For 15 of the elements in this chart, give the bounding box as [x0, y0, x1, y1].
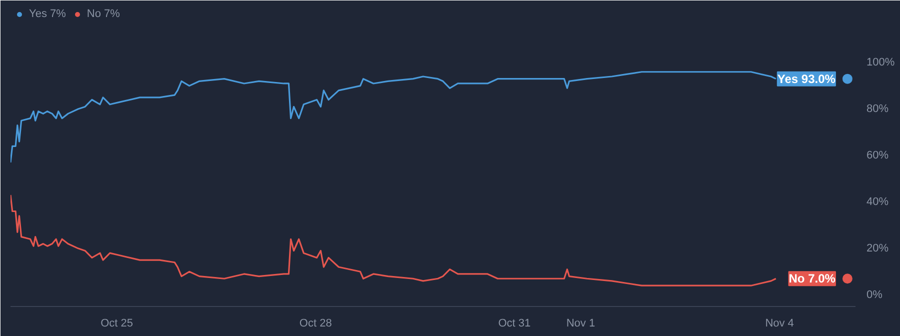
y-tick-label: 0%	[866, 288, 883, 301]
y-tick-label: 40%	[866, 196, 889, 208]
x-tick-label: Nov 1	[566, 318, 596, 330]
legend-label: No 7%	[86, 8, 120, 20]
y-tick-label: 60%	[866, 150, 889, 162]
legend-label: Yes 7%	[29, 8, 66, 20]
annotation: Yes 93.0%	[777, 72, 836, 86]
x-tick-label: Oct 31	[498, 318, 531, 330]
x-tick-label: Nov 4	[765, 318, 794, 330]
annotation: No 7.0%	[788, 272, 836, 286]
x-tick-label: Oct 25	[100, 318, 134, 330]
y-tick-label: 80%	[866, 103, 889, 116]
y-tick-label: 100%	[866, 56, 895, 69]
x-tick-label: Oct 28	[299, 318, 332, 330]
y-tick-label: 20%	[866, 242, 889, 254]
